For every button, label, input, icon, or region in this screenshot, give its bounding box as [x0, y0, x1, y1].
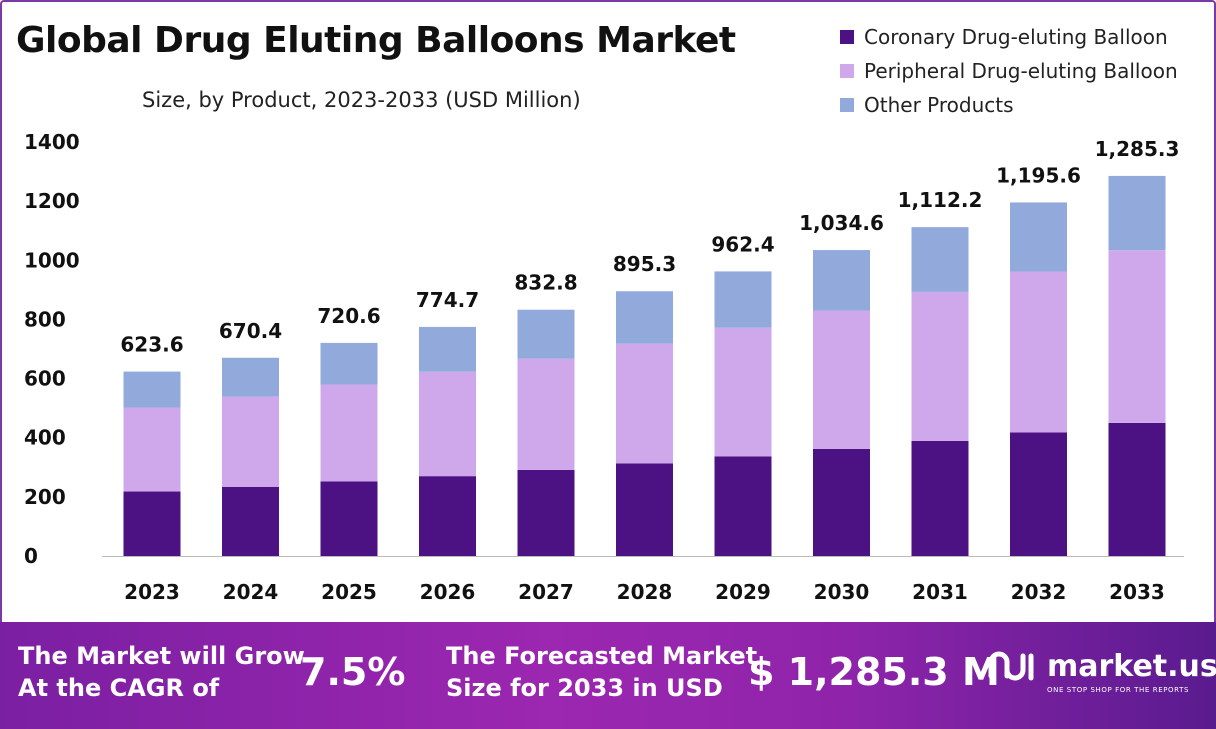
- bar-total-label: 720.6: [317, 304, 380, 328]
- bar-segment-peripheral: [1010, 271, 1067, 433]
- bar-segment-peripheral: [222, 396, 279, 487]
- legend-label-other: Other Products: [864, 93, 1014, 117]
- bar-segment-other: [419, 326, 476, 372]
- forecast-caption-line2: Size for 2033 in USD: [446, 674, 723, 702]
- x-tick-label: 2032: [1011, 580, 1067, 604]
- bar-segment-other: [1010, 202, 1067, 272]
- bar-segment-peripheral: [616, 343, 673, 464]
- bar-segment-coronary: [320, 481, 378, 556]
- legend-label-coronary: Coronary Drug-eluting Balloon: [864, 25, 1168, 49]
- y-tick-label: 400: [24, 426, 66, 450]
- bar-segment-peripheral: [419, 371, 476, 477]
- bar-segment-coronary: [517, 469, 575, 556]
- cagr-value: 7.5%: [300, 650, 406, 694]
- bar-segment-coronary: [419, 476, 476, 556]
- bar-total-label: 1,112.2: [898, 188, 983, 212]
- bar-segment-coronary: [616, 463, 673, 556]
- bar-segment-peripheral: [911, 291, 969, 441]
- forecast-caption-line1: The Forecasted Market: [446, 642, 758, 670]
- legend: Coronary Drug-eluting Balloon Peripheral…: [840, 20, 1178, 122]
- bar-segment-peripheral: [320, 384, 378, 482]
- bar-segment-other: [320, 342, 378, 385]
- x-tick-label: 2033: [1109, 580, 1165, 604]
- bar-segment-other: [1108, 175, 1166, 251]
- chart-title: Global Drug Eluting Balloons Market: [16, 20, 736, 61]
- legend-item-coronary: Coronary Drug-eluting Balloon: [840, 20, 1178, 54]
- bar-segment-coronary: [911, 440, 969, 556]
- legend-swatch-other: [840, 98, 854, 112]
- bar-segment-coronary: [222, 486, 279, 556]
- bar-total-label: 1,195.6: [996, 163, 1081, 187]
- x-tick-label: 2028: [617, 580, 673, 604]
- legend-label-peripheral: Peripheral Drug-eluting Balloon: [864, 59, 1178, 83]
- bar-segment-coronary: [123, 491, 181, 556]
- legend-swatch-coronary: [840, 30, 854, 44]
- chart-subtitle: Size, by Product, 2023-2033 (USD Million…: [142, 88, 581, 112]
- bar-segment-peripheral: [517, 358, 575, 470]
- bar-segment-coronary: [714, 456, 772, 556]
- bar-segment-coronary: [1010, 432, 1067, 556]
- x-tick-label: 2024: [223, 580, 279, 604]
- bar-segment-other: [616, 291, 673, 344]
- x-tick-label: 2025: [321, 580, 377, 604]
- bar-segment-coronary: [813, 448, 870, 556]
- x-tick-label: 2029: [715, 580, 771, 604]
- legend-item-peripheral: Peripheral Drug-eluting Balloon: [840, 54, 1178, 88]
- y-tick-label: 1400: [24, 130, 80, 154]
- legend-swatch-peripheral: [840, 64, 854, 78]
- cagr-caption-line1: The Market will Grow: [18, 642, 305, 670]
- bar-total-label: 1,034.6: [799, 211, 884, 235]
- bar-segment-other: [813, 250, 870, 311]
- bar-segment-coronary: [1108, 422, 1166, 556]
- y-tick-label: 0: [24, 544, 38, 568]
- stacked-bar-chart: 0 200 400 600 800 1000 1200 1400 623.6 2023 670.4 2…: [24, 130, 1184, 604]
- y-tick-label: 600: [24, 367, 66, 391]
- bar-total-label: 623.6: [120, 333, 183, 357]
- brand-logo: market.us ONE STOP SHOP FOR THE REPORTS: [985, 646, 1216, 694]
- bar-segment-peripheral: [123, 407, 181, 492]
- bar-segment-other: [222, 357, 279, 397]
- brand-name: market.us: [1047, 648, 1216, 684]
- y-tick-label: 200: [24, 485, 66, 509]
- x-tick-label: 2031: [912, 580, 968, 604]
- y-tick-label: 800: [24, 307, 66, 331]
- market-us-logo-icon: [988, 651, 1034, 681]
- x-tick-label: 2027: [518, 580, 574, 604]
- bar-total-label: 1,285.3: [1095, 137, 1180, 161]
- summary-banner: The Market will Grow At the CAGR of 7.5%…: [0, 622, 1216, 729]
- bar-segment-other: [714, 271, 772, 328]
- bar-segment-other: [123, 371, 181, 408]
- bar-segment-peripheral: [813, 310, 870, 449]
- bar-segment-peripheral: [1108, 250, 1166, 423]
- bar-total-label: 774.7: [416, 288, 479, 312]
- x-tick-label: 2030: [814, 580, 870, 604]
- cagr-caption: The Market will Grow At the CAGR of: [18, 640, 305, 704]
- cagr-caption-line2: At the CAGR of: [18, 674, 220, 702]
- bar-total-label: 670.4: [219, 319, 282, 343]
- bar-total-label: 832.8: [514, 271, 577, 295]
- bar-total-label: 895.3: [613, 252, 676, 276]
- x-tick-label: 2023: [124, 580, 180, 604]
- bar-segment-other: [911, 227, 969, 292]
- forecast-caption: The Forecasted Market Size for 2033 in U…: [446, 640, 757, 704]
- brand-tagline: ONE STOP SHOP FOR THE REPORTS: [1047, 686, 1190, 694]
- forecast-value: $ 1,285.3 M: [748, 650, 1000, 694]
- x-tick-label: 2026: [420, 580, 476, 604]
- bar-segment-peripheral: [714, 327, 772, 457]
- legend-item-other: Other Products: [840, 88, 1178, 122]
- bar-segment-other: [517, 309, 575, 359]
- bar-total-label: 962.4: [711, 232, 774, 256]
- y-tick-label: 1200: [24, 189, 80, 213]
- y-tick-label: 1000: [24, 248, 80, 272]
